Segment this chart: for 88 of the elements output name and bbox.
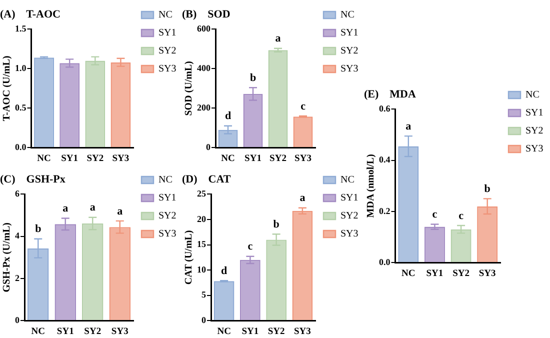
- legend-label: NC: [340, 10, 355, 21]
- x-tick-label: SY1: [426, 268, 444, 279]
- y-axis-title: T-AOC (U/mL): [2, 56, 13, 122]
- data-label: d: [221, 265, 228, 277]
- data-label: c: [248, 240, 253, 253]
- data-label: b: [484, 183, 490, 196]
- data-label: b: [273, 218, 280, 230]
- legend-label: SY2: [158, 210, 176, 222]
- y-tick-label: 25: [197, 188, 206, 199]
- legend-label: SY1: [158, 192, 176, 204]
- x-tick-label: NC: [37, 154, 52, 164]
- x-tick-label: SY2: [84, 326, 102, 337]
- x-tick-label: SY1: [56, 326, 74, 337]
- y-tick-label: 0: [202, 314, 206, 325]
- data-label: c: [300, 100, 306, 112]
- y-tick-label: 1.0: [15, 62, 27, 73]
- y-tick-label: 1.5: [15, 24, 27, 34]
- legend-label: SY2: [340, 210, 358, 222]
- y-tick-label: 0.0: [15, 142, 27, 152]
- legend-label: SY2: [340, 46, 358, 57]
- x-tick-label: SY1: [61, 154, 78, 164]
- data-label: c: [458, 210, 464, 222]
- x-tick-label: SY2: [452, 268, 470, 279]
- chart-title: (B) SOD: [182, 8, 230, 20]
- x-tick-label: SY2: [268, 326, 286, 337]
- legend-label: SY1: [158, 28, 176, 39]
- legend-label: NC: [158, 10, 173, 21]
- legend-label: SY1: [526, 108, 544, 119]
- y-tick-label: 4: [15, 230, 20, 241]
- data-label: a: [90, 202, 96, 214]
- x-tick-label: SY3: [294, 326, 312, 337]
- y-tick-label: 0.4: [379, 154, 391, 165]
- y-tick-label: 15: [197, 239, 206, 250]
- y-tick-label: 6: [15, 188, 20, 199]
- legend-label: SY2: [526, 126, 544, 137]
- x-tick-label: NC: [217, 326, 232, 337]
- y-tick-label: 20: [197, 214, 206, 224]
- y-tick-label: 400: [197, 62, 211, 73]
- y-tick-label: 5: [202, 290, 206, 300]
- data-label: a: [117, 205, 124, 218]
- legend-label: NC: [526, 90, 540, 101]
- data-label: b: [35, 223, 42, 236]
- data-label: a: [62, 202, 69, 215]
- x-tick-label: SY3: [111, 326, 129, 337]
- y-axis-title: MDA (nmol/L): [366, 154, 377, 218]
- x-tick-label: SY3: [294, 154, 312, 164]
- data-label: b: [250, 72, 256, 84]
- chart-title: (C) GSH-Px: [0, 173, 66, 186]
- legend-label: SY1: [340, 28, 358, 39]
- y-tick-label: 0.0: [379, 256, 391, 267]
- data-label: a: [406, 120, 412, 132]
- legend-label: SY3: [158, 64, 176, 75]
- legend-label: SY3: [340, 228, 358, 240]
- legend-label: SY3: [526, 144, 544, 155]
- x-tick-label: SY1: [242, 326, 259, 337]
- chart-title: (A) T-AOC: [0, 8, 61, 20]
- y-axis-title: CAT (U/mL): [184, 230, 195, 285]
- y-tick-label: 200: [197, 102, 211, 112]
- y-tick-label: 0.2: [379, 206, 391, 216]
- chart-title: (D) CAT: [182, 173, 232, 186]
- y-tick-label: 0.5: [15, 102, 27, 112]
- chart-title: (E) MDA: [364, 88, 416, 100]
- x-tick-label: SY3: [478, 268, 496, 279]
- x-tick-label: SY3: [112, 154, 130, 164]
- legend-label: SY1: [340, 192, 358, 204]
- x-tick-label: SY1: [244, 154, 262, 164]
- y-tick-label: 10: [197, 264, 206, 274]
- legend-label: NC: [340, 174, 355, 186]
- y-axis-title: GSH-Px (U/mL): [2, 222, 13, 292]
- data-label: c: [432, 208, 438, 221]
- x-tick-label: NC: [402, 268, 416, 279]
- x-tick-label: SY2: [270, 154, 287, 164]
- data-label: a: [300, 192, 306, 204]
- x-tick-label: NC: [31, 326, 46, 337]
- legend-label: SY3: [158, 228, 176, 240]
- x-tick-label: SY2: [86, 154, 104, 164]
- data-label: d: [224, 110, 232, 122]
- legend-label: SY2: [158, 46, 176, 57]
- y-tick-label: 2: [15, 272, 20, 283]
- legend-label: SY3: [340, 64, 358, 75]
- y-tick-label: 0: [15, 314, 20, 325]
- x-tick-label: NC: [221, 154, 235, 164]
- y-tick-label: 0: [206, 142, 211, 152]
- legend-label: NC: [158, 174, 173, 186]
- y-tick-label: 0.6: [379, 104, 391, 114]
- data-label: a: [275, 32, 282, 45]
- y-axis-title: SOD (U/mL): [184, 61, 195, 116]
- y-tick-label: 600: [197, 24, 211, 34]
